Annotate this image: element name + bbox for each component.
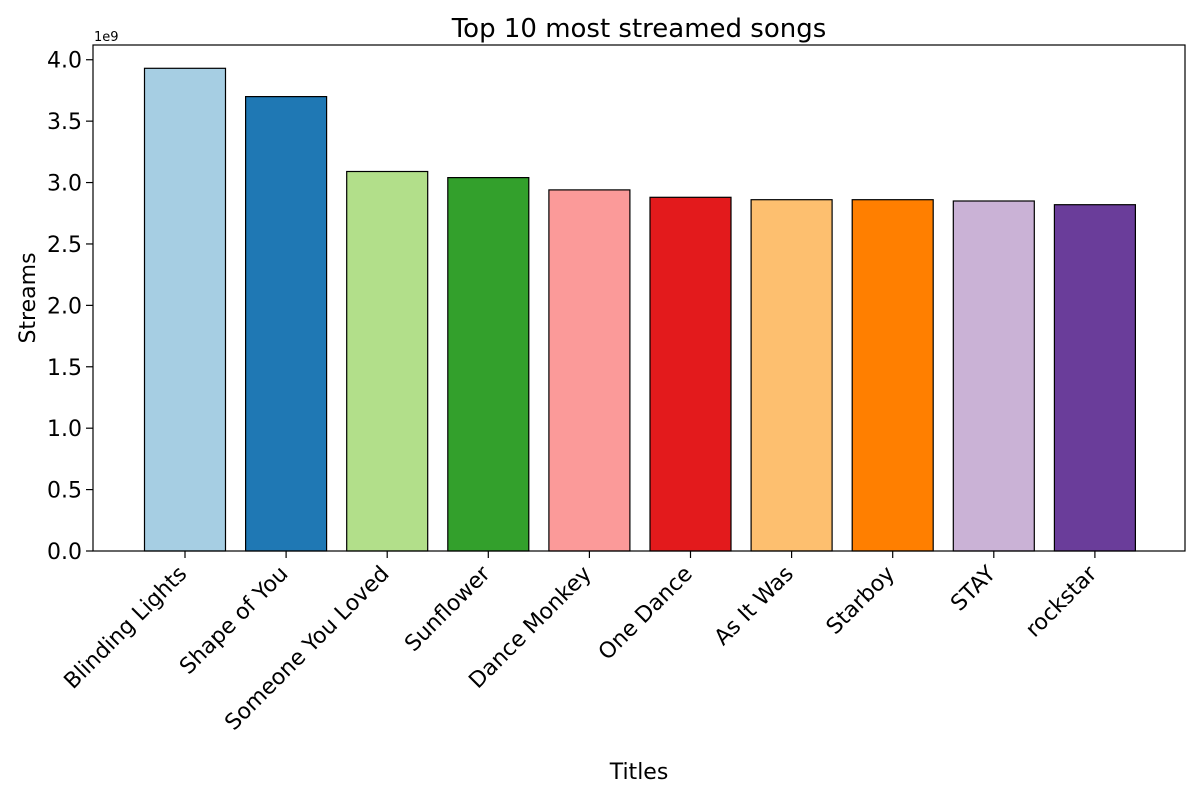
chart-title: Top 10 most streamed songs	[451, 14, 827, 44]
bar	[649, 196, 732, 552]
y-tick-label: 2.5	[47, 233, 82, 258]
x-tick-label: Someone You Loved	[220, 562, 394, 736]
y-ticks-group: 0.0 0.5 1.0 1.5 2.0 2.5 3.0 3.5 4.0	[47, 49, 93, 565]
plot-frame	[92, 44, 1186, 552]
bar	[952, 200, 1035, 552]
bar	[548, 189, 631, 552]
x-axis-label: Titles	[609, 760, 669, 785]
y-axis-multiplier: 1e9	[94, 30, 119, 45]
bar	[143, 67, 227, 552]
y-axis-label: Streams	[16, 252, 41, 343]
bar	[851, 199, 934, 552]
y-tick-label: 2.0	[47, 294, 82, 319]
y-tick-label: 3.5	[47, 110, 82, 135]
y-tick-label: 1.5	[47, 356, 82, 381]
x-tick-label: Starboy	[822, 562, 900, 640]
bar	[1053, 204, 1137, 552]
x-tick-label: rockstar	[1021, 561, 1103, 643]
x-tick-label: One Dance	[594, 562, 698, 666]
x-tick-label: Sunflower	[400, 561, 496, 657]
bar	[447, 177, 530, 552]
y-tick-label: 1.0	[47, 417, 82, 442]
y-tick-label: 3.0	[47, 172, 82, 197]
bar	[346, 170, 429, 552]
y-tick-label: 0.0	[47, 540, 82, 565]
y-tick-label: 4.0	[47, 49, 82, 74]
bars-group	[143, 67, 1137, 552]
y-tick-label: 0.5	[47, 479, 82, 504]
bar	[245, 95, 328, 552]
bar	[750, 199, 833, 552]
x-tick-label: As It Was	[710, 562, 799, 651]
x-tick-label: STAY	[946, 561, 1001, 616]
x-tick-label: Blinding Lights	[60, 562, 193, 695]
